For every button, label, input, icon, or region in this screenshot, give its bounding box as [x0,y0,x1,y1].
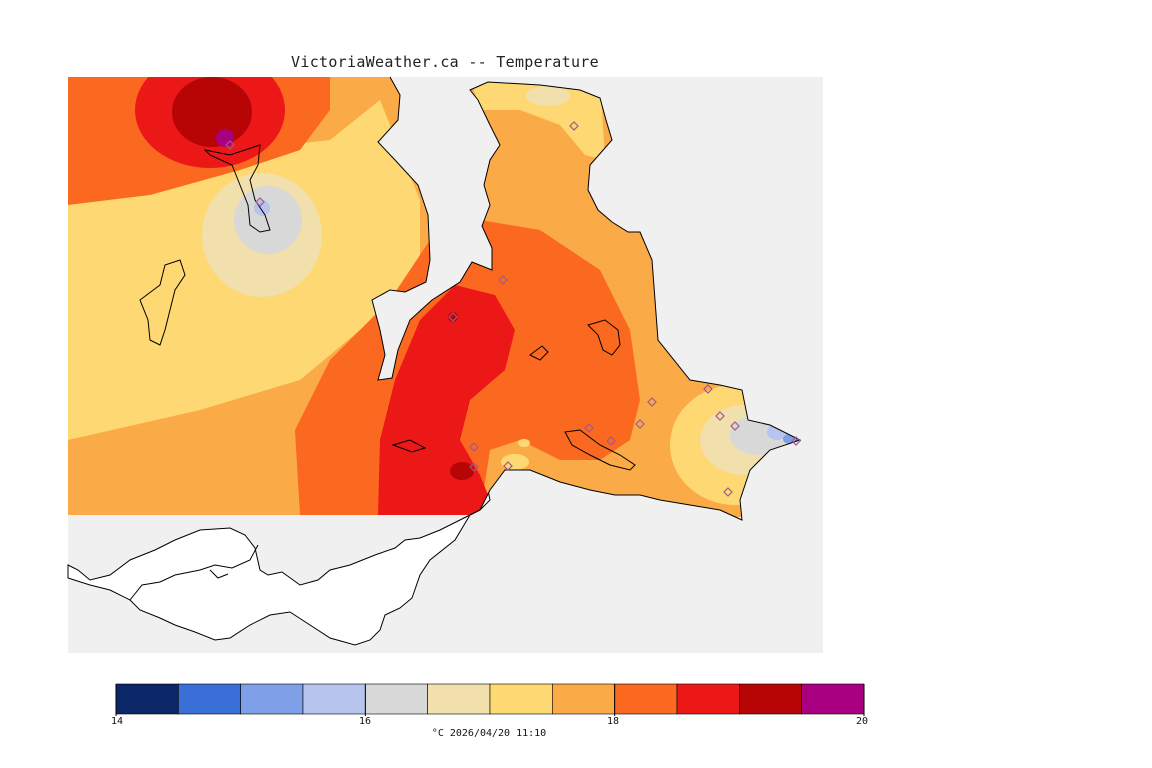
colorbar-tick-label: 20 [855,716,869,727]
southern-coast-detail-2 [209,569,229,579]
diamond-icon [469,462,479,472]
colorbar-swatch [801,683,865,715]
diamond-icon [448,312,458,322]
colorbar-swatch [365,683,428,715]
colorbar-swatch [178,683,241,715]
colorbar-swatch [240,683,304,715]
colorbar-swatch [427,683,491,715]
diamond-icon [715,411,725,421]
units-timestamp-caption: °C 2026/04/20 11:10 [431,728,547,739]
diamond-icon [730,421,740,431]
diamond-icon [723,487,733,497]
colorbar-swatch [552,683,615,715]
colorbar-tick-label: 18 [606,716,620,727]
diamond-icon [225,140,235,150]
station-markers [225,121,801,497]
colorbar-swatch [302,683,366,715]
diamond-icon [498,275,508,285]
diamond-icon [647,397,657,407]
diamond-icon [503,461,513,471]
colorbar-tick-label: 16 [358,716,372,727]
lake-central [587,319,621,356]
colorbar-swatch [489,683,553,715]
southern-coast-detail [129,544,259,601]
island-west [139,259,186,346]
colorbar-swatch [739,683,802,715]
map-title: VictoriaWeather.ca -- Temperature [291,53,599,71]
southern-landmass [67,488,491,646]
harbour-inlet [564,429,636,471]
colorbar-tick-label: 14 [110,716,124,727]
diamond-icon [469,442,479,452]
colorbar-swatch [115,683,179,715]
colorbar-legend [115,683,865,716]
coastline [371,76,802,521]
colorbar-swatch [676,683,740,715]
lake-south [391,439,427,453]
diamond-icon [255,197,265,207]
lake-small [529,345,549,361]
inlet-north [203,144,271,233]
diamond-icon [635,419,645,429]
colorbar-swatch [614,683,678,715]
diamond-icon [584,423,594,433]
diamond-icon [791,436,801,446]
diamond-icon [606,436,616,446]
diamond-icon [569,121,579,131]
diamond-icon [703,384,713,394]
